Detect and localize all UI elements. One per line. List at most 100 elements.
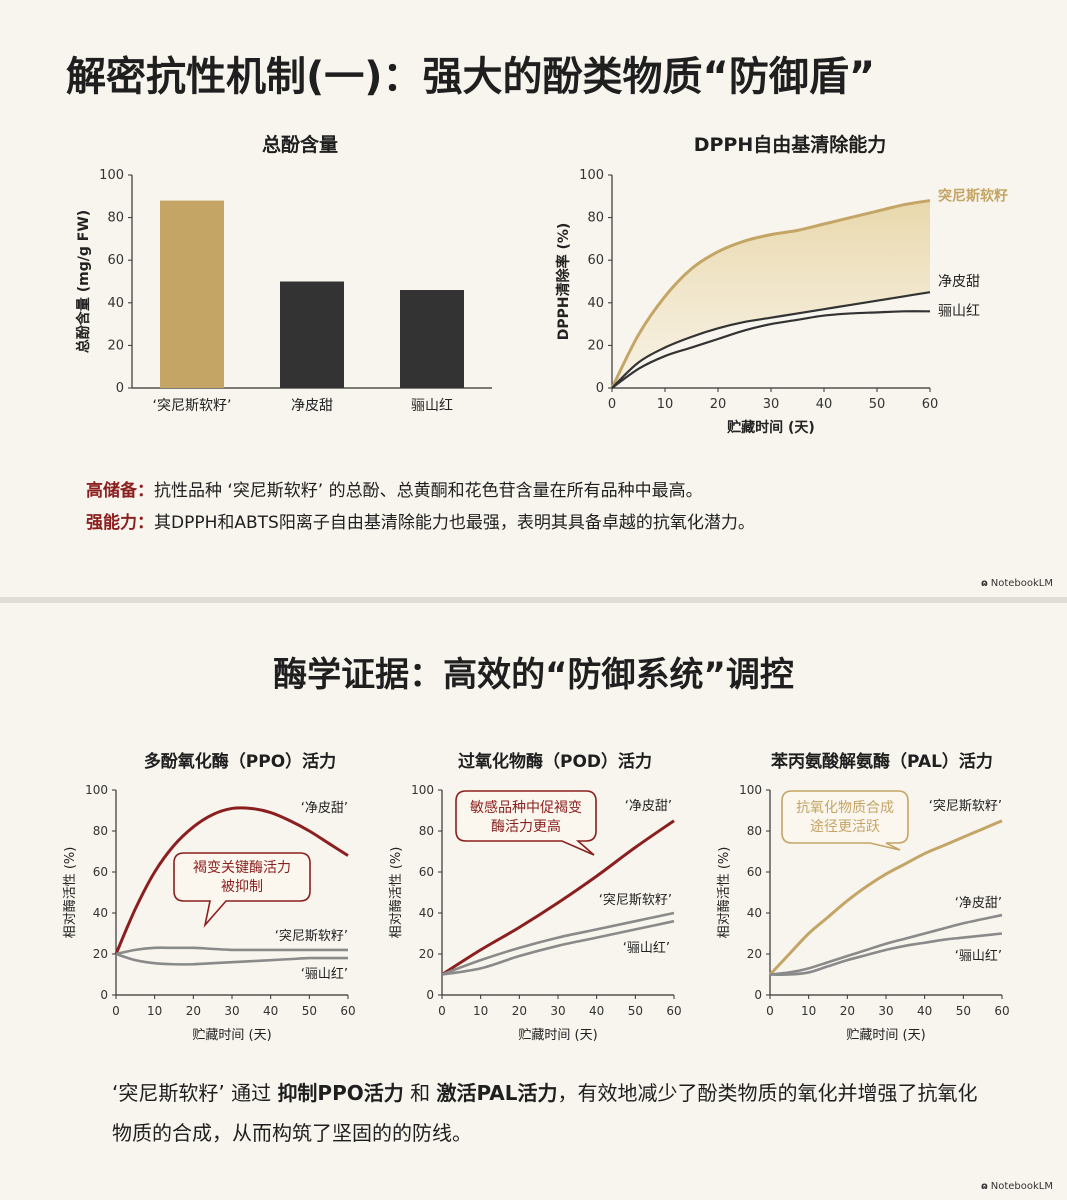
series-label: ‘净皮甜’ xyxy=(301,800,348,816)
series-label: ‘突尼斯软籽’ xyxy=(599,892,672,908)
dpph-line-chart: 0 20 40 60 80 100 0 10 20 30 40 50 60 贮藏时间 (天) DPPH清除率… xyxy=(555,168,1008,436)
series-line-3 xyxy=(441,919,675,976)
series-label: ‘净皮甜’ xyxy=(625,798,672,814)
shaded-area xyxy=(612,200,930,388)
series-line-1 xyxy=(114,806,349,955)
x-axis-label: 贮藏时间 (天) xyxy=(846,1028,925,1043)
x-tick-label: 60 xyxy=(340,1004,355,1018)
y-tick-label: 100 xyxy=(85,783,108,797)
y-axis-label: DPPH清除率 (%) xyxy=(555,223,572,341)
y-tick-label: 80 xyxy=(107,211,124,226)
note-text: 抗性品种 ‘突尼斯软籽’ 的总酚、总黄酮和花色苷含量在所有品种中最高。 xyxy=(154,481,703,501)
x-tick-label: 60 xyxy=(666,1004,681,1018)
x-axis-label: 贮藏时间 (天) xyxy=(518,1028,597,1043)
dpph-chart-title: DPPH自由基清除能力 xyxy=(693,134,887,156)
callout-bubble xyxy=(781,790,909,851)
y-tick-label: 60 xyxy=(587,253,604,268)
y-tick-label: 100 xyxy=(579,168,604,183)
x-tick-label: 0 xyxy=(112,1004,120,1018)
summary-text: ‘突尼斯软籽’ 通过 xyxy=(112,1081,278,1105)
y-tick-label: 100 xyxy=(411,783,434,797)
y-tick-label: 80 xyxy=(419,824,434,838)
slide2-title: 酶学证据：高效的“防御系统”调控 xyxy=(273,655,794,695)
y-tick-label: 0 xyxy=(754,988,762,1002)
x-tick-label: 0 xyxy=(766,1004,774,1018)
callout-bubble xyxy=(173,852,311,928)
y-tick-label: 60 xyxy=(419,865,434,879)
notebooklm-icon: ɷ xyxy=(980,1181,988,1192)
x-tick-label: 40 xyxy=(816,397,833,412)
y-tick-label: 60 xyxy=(747,865,762,879)
y-tick-label: 60 xyxy=(93,865,108,879)
series-line-1 xyxy=(768,819,1003,976)
slide-divider xyxy=(0,597,1067,603)
x-tick-label: 30 xyxy=(550,1004,565,1018)
y-tick-label: 80 xyxy=(93,824,108,838)
phenol-bar-chart: 0 20 40 60 80 100 总酚含量 (mg/g FW) ‘突尼斯软籽’ 净皮甜 骊山红 xyxy=(75,168,492,414)
x-tick-label: 10 xyxy=(657,397,674,412)
y-tick-label: 60 xyxy=(107,253,124,268)
note-text: 其DPPH和ABTS阳离子自由基清除能力也最强，表明其具备卓越的抗氧化潜力。 xyxy=(154,513,755,533)
series-label: ‘骊山红’ xyxy=(623,940,670,956)
ppo-chart-title: 多酚氧化酶（PPO）活力 xyxy=(143,752,337,772)
series-line-3 xyxy=(769,932,1003,976)
y-tick-label: 100 xyxy=(99,168,124,183)
note-strong-ability: 强能力：其DPPH和ABTS阳离子自由基清除能力也最强，表明其具备卓越的抗氧化潜… xyxy=(86,508,755,533)
x-tick-label: 40 xyxy=(917,1004,932,1018)
series-label: 骊山红 xyxy=(938,303,980,319)
y-tick-label: 40 xyxy=(93,906,108,920)
callout-bubble xyxy=(455,790,597,856)
note-label: 高储备： xyxy=(86,481,154,501)
series-line-2 xyxy=(611,291,931,389)
y-tick-label: 0 xyxy=(596,381,604,396)
x-tick-label: 50 xyxy=(956,1004,971,1018)
callout-text: 敏感品种中促褐变 xyxy=(470,799,582,816)
pal-chart-title: 苯丙氨酸解氨酶（PAL）活力 xyxy=(771,752,993,772)
x-tick-label: 60 xyxy=(994,1004,1009,1018)
y-axis-label: 相对酶活性 (%) xyxy=(62,847,78,939)
x-category-label: 净皮甜 xyxy=(291,398,333,414)
note-label: 强能力： xyxy=(86,513,154,533)
series-line-3 xyxy=(115,952,348,966)
notebooklm-icon: ɷ xyxy=(980,578,988,589)
x-tick-label: 20 xyxy=(840,1004,855,1018)
pod-line-chart: 0 20 40 60 80 100 0 10 20 30 40 50 60 贮藏时间 (天) 相对酶活性 (… xyxy=(388,783,682,1043)
note-high-reserve: 高储备：抗性品种 ‘突尼斯软籽’ 的总酚、总黄酮和花色苷含量在所有品种中最高。 xyxy=(86,476,703,501)
y-tick-label: 20 xyxy=(93,947,108,961)
series-line-2 xyxy=(441,911,675,976)
x-tick-label: 0 xyxy=(608,397,616,412)
x-tick-label: 40 xyxy=(589,1004,604,1018)
y-tick-label: 0 xyxy=(100,988,108,1002)
y-tick-label: 20 xyxy=(587,338,604,353)
bar-2 xyxy=(280,281,344,388)
y-tick-label: 40 xyxy=(587,296,604,311)
y-tick-label: 80 xyxy=(587,211,604,226)
x-axis-label: 贮藏时间 (天) xyxy=(192,1028,271,1043)
x-category-label: ‘突尼斯软籽’ xyxy=(153,398,232,414)
notebooklm-logo: ɷ NotebookLM xyxy=(980,578,1053,589)
series-line-1 xyxy=(610,199,931,389)
y-tick-label: 20 xyxy=(419,947,434,961)
x-tick-label: 30 xyxy=(878,1004,893,1018)
x-category-label: 骊山红 xyxy=(411,398,453,414)
bar-3 xyxy=(400,290,464,388)
series-label: ‘突尼斯软籽’ xyxy=(275,928,348,944)
x-tick-label: 30 xyxy=(763,397,780,412)
phenol-chart-title: 总酚含量 xyxy=(261,134,338,156)
y-axis-label: 总酚含量 (mg/g FW) xyxy=(75,210,92,353)
x-tick-label: 50 xyxy=(628,1004,643,1018)
callout-text: 抗氧化物质合成 xyxy=(796,800,894,816)
series-line-3 xyxy=(611,310,931,389)
y-tick-label: 0 xyxy=(426,988,434,1002)
y-tick-label: 20 xyxy=(747,947,762,961)
slide1-title: 解密抗性机制(一)：强大的酚类物质“防御盾” xyxy=(66,54,876,100)
y-axis-label: 相对酶活性 (%) xyxy=(388,847,404,939)
callout-text: 酶活力更高 xyxy=(491,818,561,835)
callout-text: 途径更活跃 xyxy=(810,818,880,835)
x-tick-label: 10 xyxy=(147,1004,162,1018)
x-tick-label: 10 xyxy=(801,1004,816,1018)
series-line-2 xyxy=(115,946,348,956)
